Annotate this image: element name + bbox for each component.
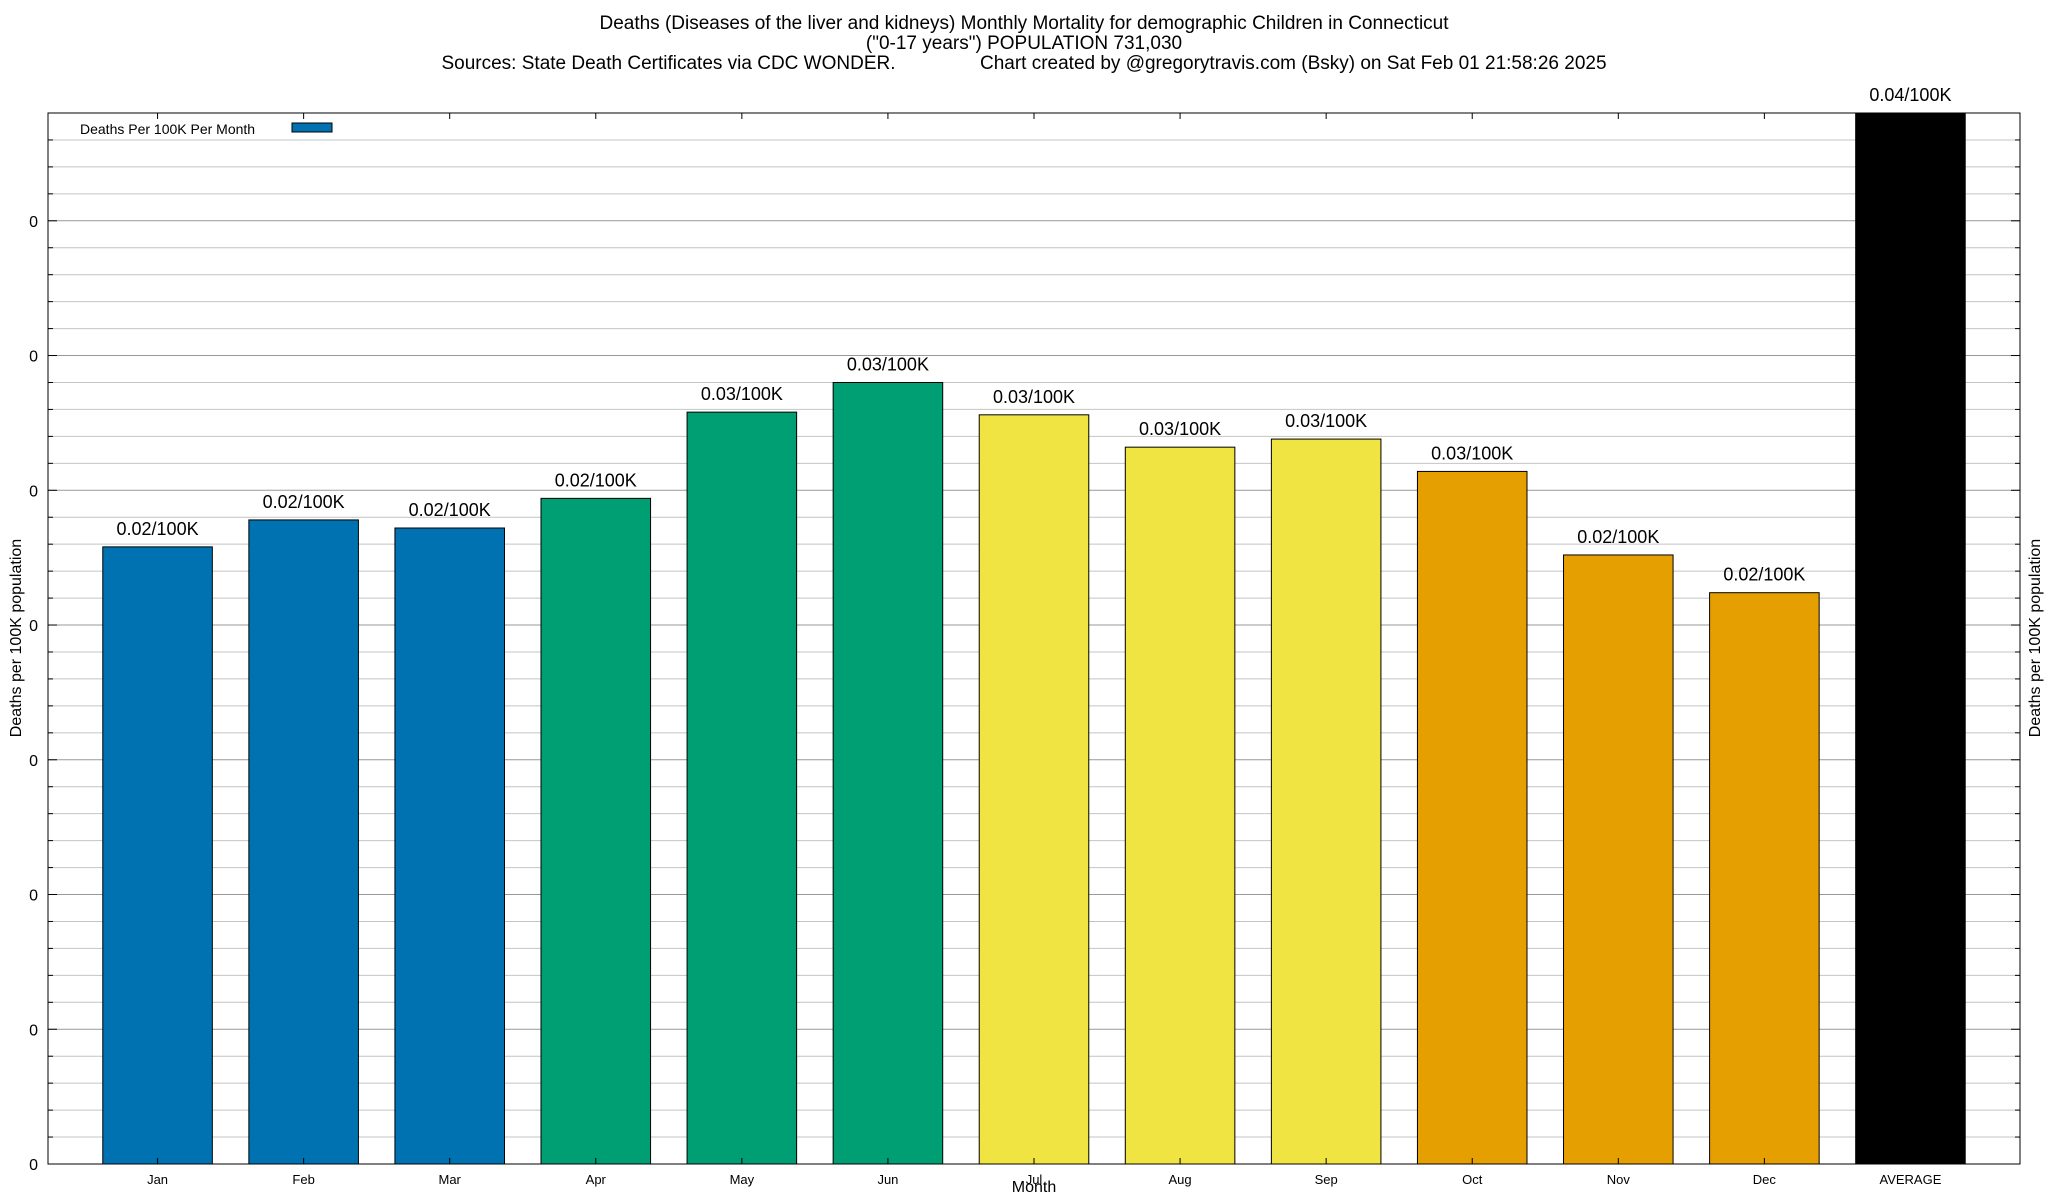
bar-value-label: 0.04/100K [1869, 85, 1951, 105]
bar-group: 0.04/100K [1855, 85, 1966, 1165]
chart-subtitle: ("0-17 years") POPULATION 731,030 [865, 33, 1183, 54]
bar-group: 0.03/100K [686, 384, 798, 1165]
bar-value-label: 0.03/100K [701, 384, 783, 404]
bar [1709, 592, 1820, 1165]
bar [978, 414, 1090, 1165]
bar-value-label: 0.03/100K [847, 354, 929, 374]
bar-group: 0.02/100K [1563, 527, 1674, 1165]
bar-group: 0.02/100K [540, 470, 652, 1165]
x-tick-label: Apr [586, 1172, 607, 1187]
bar [686, 411, 798, 1165]
y-tick-label: 0 [29, 1157, 38, 1174]
legend-swatch [291, 122, 333, 133]
x-axis-label: Month [1012, 1179, 1056, 1196]
x-tick-label: Jan [147, 1172, 168, 1187]
x-tick-label: May [730, 1172, 755, 1187]
y-tick-label: 0 [29, 753, 38, 770]
bar-group: 0.03/100K [1416, 443, 1528, 1165]
x-tick-label: Aug [1169, 1172, 1192, 1187]
x-tick-label: Jun [877, 1172, 898, 1187]
y-tick-label: 0 [29, 618, 38, 635]
bar-value-label: 0.02/100K [1577, 527, 1659, 547]
bar [1124, 446, 1236, 1165]
bar [540, 497, 652, 1165]
bar-group: 0.02/100K [1709, 565, 1820, 1165]
bar-value-label: 0.02/100K [117, 519, 199, 539]
bar [1270, 438, 1382, 1165]
bars: 0.02/100K 0.02/100K 0.02/100K 0.02/100K 0.03… [102, 85, 1966, 1165]
bar-value-label: 0.03/100K [1139, 419, 1221, 439]
bar-group: 0.02/100K [248, 492, 359, 1165]
bar-group: 0.02/100K [102, 519, 213, 1165]
x-tick-label: Mar [439, 1172, 462, 1187]
x-tick-label: Sep [1315, 1172, 1338, 1187]
bar [248, 519, 359, 1165]
x-tick-label: Nov [1607, 1172, 1631, 1187]
y-tick-label: 0 [29, 349, 38, 366]
x-tick-label: Dec [1753, 1172, 1777, 1187]
bar-value-label: 0.02/100K [1723, 565, 1805, 585]
legend-label: Deaths Per 100K Per Month [80, 121, 255, 137]
y2-axis-label: Deaths per 100K population [2027, 539, 2044, 737]
bar-value-label: 0.03/100K [993, 387, 1075, 407]
bar [1855, 112, 1966, 1165]
bar-value-label: 0.02/100K [263, 492, 345, 512]
legend: Deaths Per 100K Per Month [80, 121, 333, 137]
chart-source-line: Sources: State Death Certificates via CD… [441, 53, 1607, 74]
plot-frame [47, 112, 2021, 1165]
x-tick-label: AVERAGE [1879, 1172, 1941, 1187]
bar [832, 381, 944, 1165]
x-tick-label: Feb [292, 1172, 314, 1187]
bar [1563, 554, 1674, 1165]
chart-title: Deaths (Diseases of the liver and kidney… [599, 13, 1449, 34]
bar-value-label: 0.03/100K [1285, 411, 1367, 431]
bar-value-label: 0.02/100K [555, 470, 637, 490]
x-tick-label: Jul [1026, 1172, 1043, 1187]
bar [1416, 470, 1528, 1165]
bar-value-label: 0.03/100K [1431, 443, 1513, 463]
y-axis-label: Deaths per 100K population [8, 539, 25, 737]
bar-group: 0.02/100K [394, 500, 505, 1165]
y-tick-label: 0 [29, 888, 38, 905]
bar-group: 0.03/100K [832, 354, 944, 1165]
x-tick-label: Oct [1462, 1172, 1483, 1187]
bar [102, 546, 213, 1165]
y-tick-label: 0 [29, 483, 38, 500]
chart-title-block: Deaths (Diseases of the liver and kidney… [0, 14, 2048, 74]
y-tick-label: 0 [29, 214, 38, 231]
bar-value-label: 0.02/100K [409, 500, 491, 520]
bar-group: 0.03/100K [1124, 419, 1236, 1165]
y-tick-label: 0 [29, 1022, 38, 1039]
bar [394, 527, 505, 1165]
bar-group: 0.03/100K [1270, 411, 1382, 1165]
bar-group: 0.03/100K [978, 387, 1090, 1165]
